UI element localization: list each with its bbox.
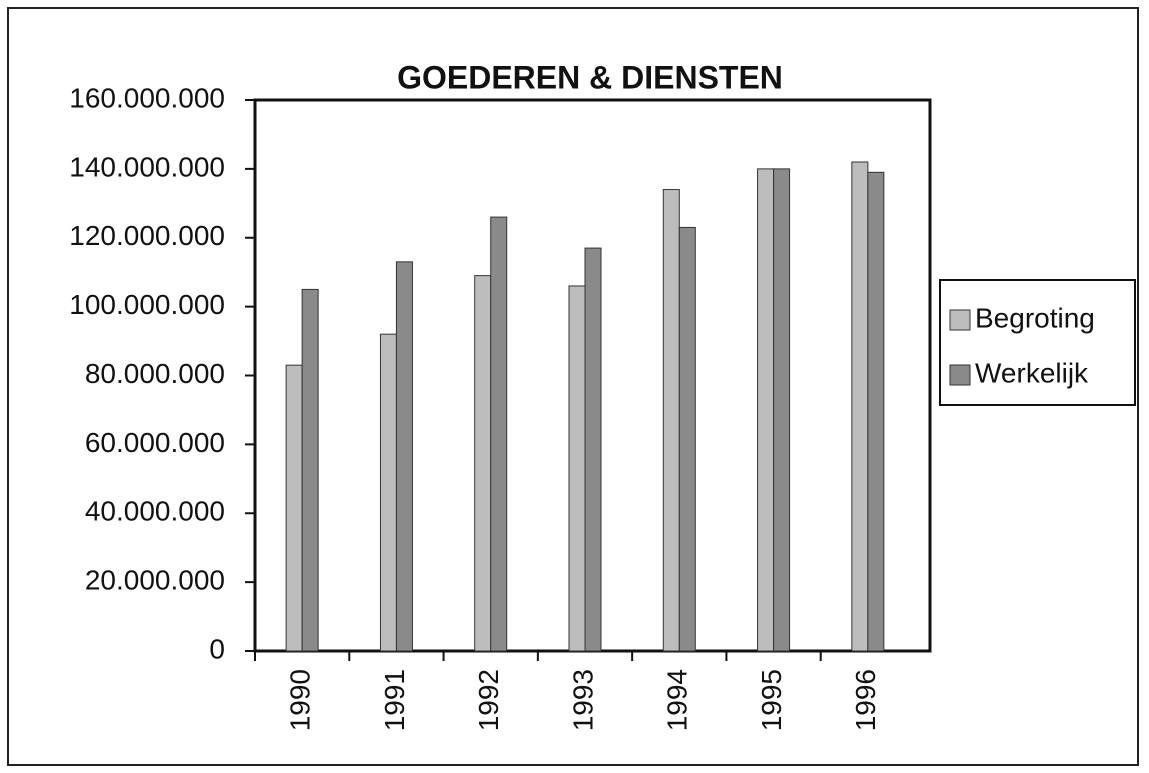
legend-label: Werkelijk: [975, 357, 1089, 388]
bar: [867, 171, 885, 652]
bar: [678, 226, 696, 652]
y-tick-label: 100.000.000: [69, 289, 225, 320]
bar: [662, 189, 680, 652]
bar: [285, 364, 303, 652]
y-tick-label: 80.000.000: [85, 358, 225, 389]
bar: [379, 333, 397, 652]
y-tick-label: 0: [209, 633, 225, 664]
x-tick-label: 1995: [756, 669, 787, 731]
x-tick-label: 1991: [379, 669, 410, 731]
bar: [851, 161, 869, 652]
x-tick-label: 1996: [850, 669, 881, 731]
legend-box: [939, 279, 1136, 406]
x-tick-label: 1992: [473, 669, 504, 731]
chart-title: GOEDEREN & DIENSTEN: [397, 59, 783, 95]
y-tick-label: 60.000.000: [85, 427, 225, 458]
y-tick-label: 120.000.000: [69, 220, 225, 251]
y-tick-label: 20.000.000: [85, 565, 225, 596]
legend-label: Begroting: [975, 302, 1095, 333]
bar: [584, 247, 602, 652]
bar: [773, 168, 791, 652]
x-tick-label: 1994: [662, 669, 693, 731]
bar: [474, 275, 492, 652]
bar: [568, 285, 586, 652]
y-tick-label: 140.000.000: [69, 151, 225, 182]
y-tick-label: 160.000.000: [69, 82, 225, 113]
bar: [395, 261, 413, 652]
bar: [301, 288, 319, 652]
x-tick-label: 1990: [285, 669, 316, 731]
y-tick-label: 40.000.000: [85, 496, 225, 527]
x-tick-label: 1993: [567, 669, 598, 731]
legend-swatch: [949, 309, 971, 331]
bar: [757, 168, 775, 652]
bar: [490, 216, 508, 652]
legend-swatch: [949, 364, 971, 386]
